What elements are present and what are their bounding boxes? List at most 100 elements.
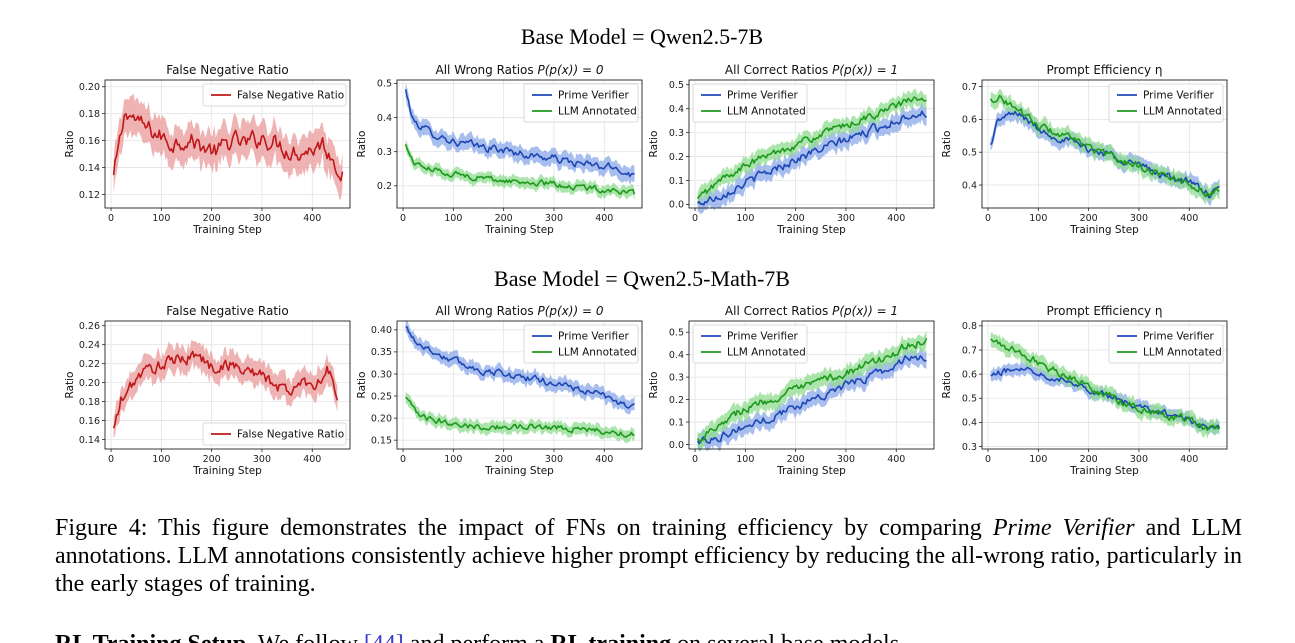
y-tick-label: 0.3 xyxy=(962,442,977,453)
x-tick-label: 100 xyxy=(444,454,462,465)
y-tick-label: 0.4 xyxy=(669,104,684,115)
x-tick-label: 100 xyxy=(152,213,170,224)
x-tick-label: 400 xyxy=(595,213,613,224)
chart-panel-6: All Wrong Ratios P(p(x)) = 0 0 100 200 300 40… xyxy=(356,304,643,477)
legend-box xyxy=(523,83,639,123)
y-tick-label: 0.6 xyxy=(962,369,977,380)
x-tick-label: 300 xyxy=(1130,213,1148,224)
series-line-prime-verifier xyxy=(404,89,635,178)
group-title-qwen2.5-7b: Base Model = Qwen2.5-7B xyxy=(521,24,763,49)
next-text-a: We follow xyxy=(258,631,358,643)
y-tick-label: 0.35 xyxy=(371,347,392,358)
x-axis-label: Training Step xyxy=(484,465,554,477)
legend-label-prime-verifier: Prime Verifier xyxy=(1143,331,1215,343)
legend-label-llm-annotated: LLM Annotated xyxy=(1143,106,1222,118)
y-tick-label: 0.6 xyxy=(962,115,977,126)
y-tick-label: 0.16 xyxy=(79,416,100,427)
legend-label-false-negative-ratio: False Negative Ratio xyxy=(237,429,344,441)
x-tick-label: 200 xyxy=(495,454,513,465)
x-tick-label: 100 xyxy=(444,213,462,224)
plot-frame xyxy=(688,320,935,450)
chart-panel-4: Prompt Efficiency η 0 100 200 300 400 0.4 0.5 0.… xyxy=(941,63,1228,236)
figure-caption: Figure 4: This figure demonstrates the i… xyxy=(55,514,1242,598)
legend-label-llm-annotated: LLM Annotated xyxy=(558,347,637,359)
chart-title: False Negative Ratio xyxy=(166,63,288,77)
legend: False Negative Ratio xyxy=(202,422,347,446)
y-tick-label: 0.18 xyxy=(79,109,100,120)
legend: False Negative Ratio xyxy=(202,83,347,107)
x-axis-label: Training Step xyxy=(484,224,554,236)
x-tick-label: 400 xyxy=(887,454,905,465)
x-tick-label: 0 xyxy=(108,454,114,465)
y-tick-label: 0.5 xyxy=(669,80,684,91)
legend-box xyxy=(523,324,639,364)
series-band-llm-annotated xyxy=(990,88,1220,205)
y-tick-label: 0.20 xyxy=(79,378,100,389)
citation-link[interactable]: [44] xyxy=(364,631,404,643)
legend-box xyxy=(692,324,808,364)
chart-panels: False Negative Ratio 0 100 200 300 400 0.12 0.1… xyxy=(64,63,1228,477)
legend-label-prime-verifier: Prime Verifier xyxy=(1143,90,1215,102)
y-tick-label: 0.3 xyxy=(669,128,684,139)
plot-frame xyxy=(981,320,1228,450)
x-tick-label: 200 xyxy=(495,213,513,224)
chart-panel-1: False Negative Ratio 0 100 200 300 400 0.12 0.1… xyxy=(64,63,351,236)
y-tick-label: 0.3 xyxy=(669,372,684,383)
y-axis-label: Ratio xyxy=(64,372,76,399)
legend-box xyxy=(202,83,347,107)
y-axis-label: Ratio xyxy=(941,372,953,399)
y-tick-label: 0.7 xyxy=(962,82,977,93)
series-band-llm-annotated xyxy=(697,88,927,206)
y-tick-label: 0.2 xyxy=(377,181,392,192)
chart-title: All Wrong Ratios P(p(x)) = 0 xyxy=(436,304,604,318)
chart-title: All Wrong Ratios P(p(x)) = 0 xyxy=(436,63,604,77)
series-line-llm-annotated xyxy=(405,396,635,438)
body-text-next-paragraph: RL Training Setup. We follow [44] and pe… xyxy=(55,630,1242,643)
x-tick-label: 300 xyxy=(253,454,271,465)
legend-box xyxy=(692,83,808,123)
chart-title: All Correct Ratios P(p(x)) = 1 xyxy=(725,63,898,77)
y-tick-label: 0.30 xyxy=(371,369,392,380)
x-tick-label: 200 xyxy=(203,213,221,224)
next-bold-b: RL training xyxy=(550,631,671,643)
chart-panel-7: All Correct Ratios P(p(x)) = 1 0 100 200 300… xyxy=(648,304,935,477)
x-axis-label: Training Step xyxy=(192,465,262,477)
y-axis-label: Ratio xyxy=(64,131,76,158)
chart-panel-3: All Correct Ratios P(p(x)) = 1 0 100 200 300… xyxy=(648,63,935,236)
x-tick-label: 200 xyxy=(787,213,805,224)
x-tick-label: 100 xyxy=(1029,454,1047,465)
x-tick-label: 0 xyxy=(400,454,406,465)
legend-box xyxy=(1108,324,1224,364)
series-line-prime-verifier xyxy=(697,110,928,206)
y-tick-label: 0.5 xyxy=(962,394,977,405)
series-line-false-negative-ratio xyxy=(112,350,339,429)
y-tick-label: 0.5 xyxy=(962,148,977,159)
x-tick-label: 200 xyxy=(1080,213,1098,224)
x-tick-label: 400 xyxy=(303,213,321,224)
y-tick-label: 0.18 xyxy=(79,397,100,408)
y-tick-label: 0.8 xyxy=(962,321,977,332)
x-tick-label: 200 xyxy=(203,454,221,465)
y-tick-label: 0.4 xyxy=(669,350,684,361)
x-tick-label: 100 xyxy=(736,454,754,465)
x-tick-label: 400 xyxy=(595,454,613,465)
legend-label-llm-annotated: LLM Annotated xyxy=(558,106,637,118)
series-band-prime-verifier xyxy=(405,320,635,415)
series-line-llm-annotated xyxy=(404,143,636,195)
legend-label-llm-annotated: LLM Annotated xyxy=(727,347,806,359)
plot-frame xyxy=(396,320,643,450)
y-tick-label: 0.20 xyxy=(79,82,100,93)
legend-label-prime-verifier: Prime Verifier xyxy=(727,90,799,102)
chart-title: False Negative Ratio xyxy=(166,304,288,318)
y-tick-label: 0.25 xyxy=(371,391,392,402)
x-tick-label: 300 xyxy=(253,213,271,224)
next-bold-a: RL Training Setup. xyxy=(55,631,252,643)
x-tick-label: 300 xyxy=(545,454,563,465)
chart-title: Prompt Efficiency η xyxy=(1046,304,1162,318)
series-band-llm-annotated xyxy=(405,392,635,444)
caption-emphasis: Prime Verifier xyxy=(992,515,1135,541)
x-tick-label: 200 xyxy=(787,454,805,465)
x-tick-label: 100 xyxy=(736,213,754,224)
x-tick-label: 0 xyxy=(108,213,114,224)
legend-label-llm-annotated: LLM Annotated xyxy=(1143,347,1222,359)
